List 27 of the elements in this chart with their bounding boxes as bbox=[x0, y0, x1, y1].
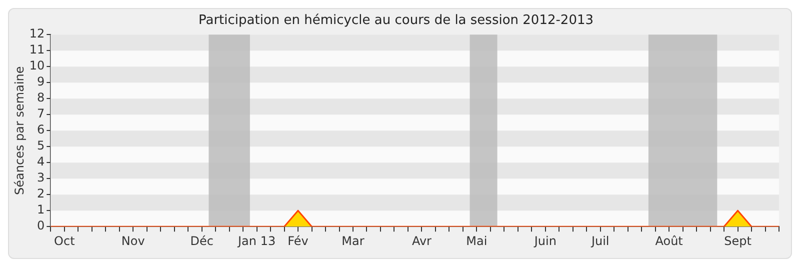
x-tick-label: Mar bbox=[342, 234, 364, 248]
y-tick-label: 7 bbox=[37, 106, 45, 121]
chart-title: Participation en hémicycle au cours de la session 2012-2013 bbox=[198, 13, 594, 28]
x-tick-label: Avr bbox=[412, 234, 432, 248]
y-tick-label: 1 bbox=[37, 202, 45, 217]
y-tick-label: 2 bbox=[37, 186, 45, 201]
x-tick-label: Jan 13 bbox=[237, 234, 276, 248]
y-tick-label: 8 bbox=[37, 90, 45, 105]
y-tick-label: 9 bbox=[37, 74, 45, 89]
x-tick-label: Mai bbox=[466, 234, 488, 248]
y-tick-label: 6 bbox=[37, 122, 45, 137]
x-tick-label: Juil bbox=[590, 234, 610, 248]
x-tick-label: Août bbox=[655, 234, 684, 248]
x-tick-label: Déc bbox=[190, 234, 214, 248]
y-tick-label: 4 bbox=[37, 154, 45, 169]
x-tick-label: Fév bbox=[288, 234, 308, 248]
x-tick-label: Sept bbox=[724, 234, 752, 248]
x-tick-label: Oct bbox=[54, 234, 76, 248]
x-tick-label: Nov bbox=[121, 234, 145, 248]
y-axis-title: Séances par semaine bbox=[12, 66, 26, 195]
y-tick-label: 0 bbox=[37, 218, 45, 233]
y-tick-label: 5 bbox=[37, 138, 45, 153]
y-tick-label: 3 bbox=[37, 170, 45, 185]
y-tick-label: 12 bbox=[29, 26, 45, 41]
y-tick-label: 11 bbox=[29, 42, 45, 57]
x-tick-label: Juin bbox=[533, 234, 556, 248]
y-tick-label: 10 bbox=[29, 58, 45, 73]
